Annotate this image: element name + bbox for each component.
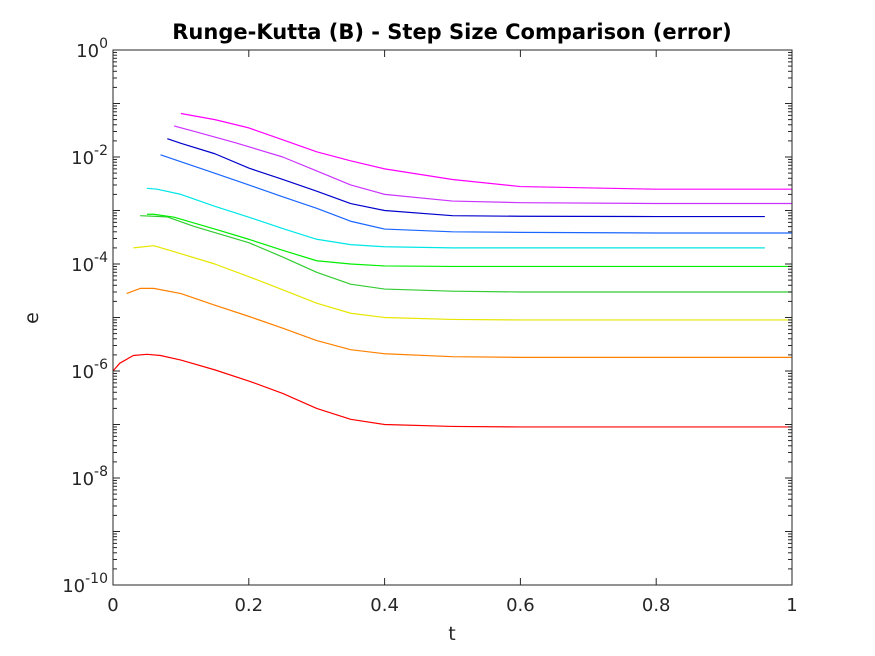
y-tick-label-base: 10 xyxy=(76,41,99,62)
series-line-1 xyxy=(112,353,792,428)
x-tick-label: 0.2 xyxy=(234,595,263,616)
y-axis-label: e xyxy=(21,312,43,324)
y-tick-label-exponent: -10 xyxy=(85,571,108,587)
ticks-layer xyxy=(112,49,793,586)
x-tick-label: 0.4 xyxy=(370,595,399,616)
series-line-9 xyxy=(173,125,792,205)
series-line-10 xyxy=(180,112,792,190)
y-tick-label: 10-10 xyxy=(62,571,108,597)
series-line-3 xyxy=(133,245,792,321)
x-tick-label: 0.6 xyxy=(506,595,535,616)
y-tick-label: 10-4 xyxy=(71,250,108,276)
x-axis-label: t xyxy=(448,623,455,645)
y-tick-label-base: 10 xyxy=(71,255,94,276)
series-line-4 xyxy=(140,215,792,293)
chart-title: Runge-Kutta (B) - Step Size Comparison (… xyxy=(172,20,731,44)
x-tick-label: 0 xyxy=(107,595,118,616)
plot-area xyxy=(113,50,792,585)
series-line-6 xyxy=(146,187,765,249)
series-line-8 xyxy=(167,138,765,218)
series-layer xyxy=(112,112,792,428)
y-tick-label-exponent: -4 xyxy=(94,250,108,266)
y-tick-label-exponent: 0 xyxy=(99,36,108,52)
series-line-2 xyxy=(126,287,792,358)
x-tick-label: 0.8 xyxy=(642,595,671,616)
x-tick-labels: 0 0.2 0.4 0.6 0.8 1 xyxy=(107,595,797,616)
y-tick-label-base: 10 xyxy=(71,469,94,490)
series-line-5 xyxy=(146,213,792,268)
y-tick-label: 100 xyxy=(76,36,108,62)
y-tick-label-exponent: -6 xyxy=(94,357,108,373)
y-tick-label-exponent: -8 xyxy=(94,464,108,480)
y-tick-label-exponent: -2 xyxy=(94,143,108,159)
y-tick-label: 10-8 xyxy=(71,464,108,490)
y-tick-label-base: 10 xyxy=(71,362,94,383)
y-tick-label: 10-2 xyxy=(71,143,108,169)
x-tick-label: 1 xyxy=(786,595,797,616)
series-line-7 xyxy=(160,154,792,234)
y-tick-label-base: 10 xyxy=(62,576,85,597)
y-tick-label: 10-6 xyxy=(71,357,108,383)
y-tick-label-base: 10 xyxy=(71,148,94,169)
